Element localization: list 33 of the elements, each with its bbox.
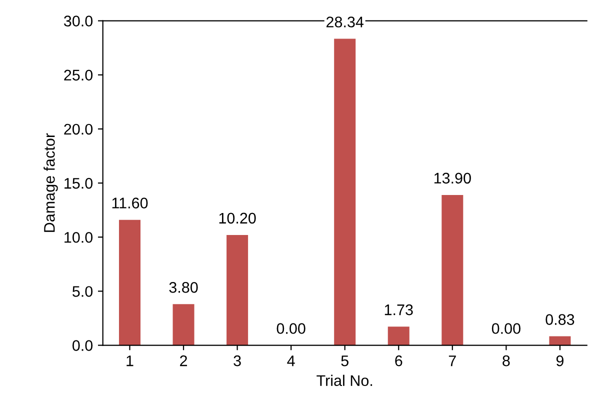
x-tick-label: 1 <box>126 356 134 366</box>
y-tick-label: 10.0 <box>64 232 93 243</box>
bar <box>442 194 464 346</box>
x-tick-label: 9 <box>556 355 564 366</box>
data-label: 0.00 <box>492 323 520 334</box>
x-tick-label: 4 <box>287 356 295 366</box>
x-tick-label: 8 <box>502 355 510 366</box>
x-tick-label: 7 <box>448 356 456 366</box>
data-label: 10.20 <box>219 212 256 224</box>
bar <box>118 220 140 346</box>
data-label: 11.60 <box>112 198 148 208</box>
y-tick-label: 5.0 <box>72 286 93 297</box>
x-tick-label: 5 <box>341 356 348 366</box>
data-label: 1.73 <box>384 304 413 316</box>
data-label: 0.83 <box>546 314 574 325</box>
y-tick-label: 15.0 <box>64 178 93 189</box>
bar <box>226 234 248 346</box>
data-label: 0.00 <box>276 323 306 334</box>
bar <box>172 304 194 346</box>
y-tick-label: 30.0 <box>64 16 93 26</box>
data-label: 3.80 <box>169 282 198 293</box>
x-axis-title: Trial No. <box>316 374 372 386</box>
bar <box>334 38 356 346</box>
data-label: 13.90 <box>434 172 471 184</box>
x-tick-label: 3 <box>234 355 241 366</box>
x-tick-label: 2 <box>180 355 187 366</box>
data-label: 28.34 <box>326 16 364 28</box>
y-tick-label: 25.0 <box>64 70 93 81</box>
y-axis-title: Damage factor <box>44 133 58 232</box>
bar <box>388 326 410 346</box>
x-tick-label: 6 <box>395 355 402 366</box>
y-tick-label: 0.0 <box>72 340 93 351</box>
y-tick-label: 20.0 <box>64 124 93 135</box>
